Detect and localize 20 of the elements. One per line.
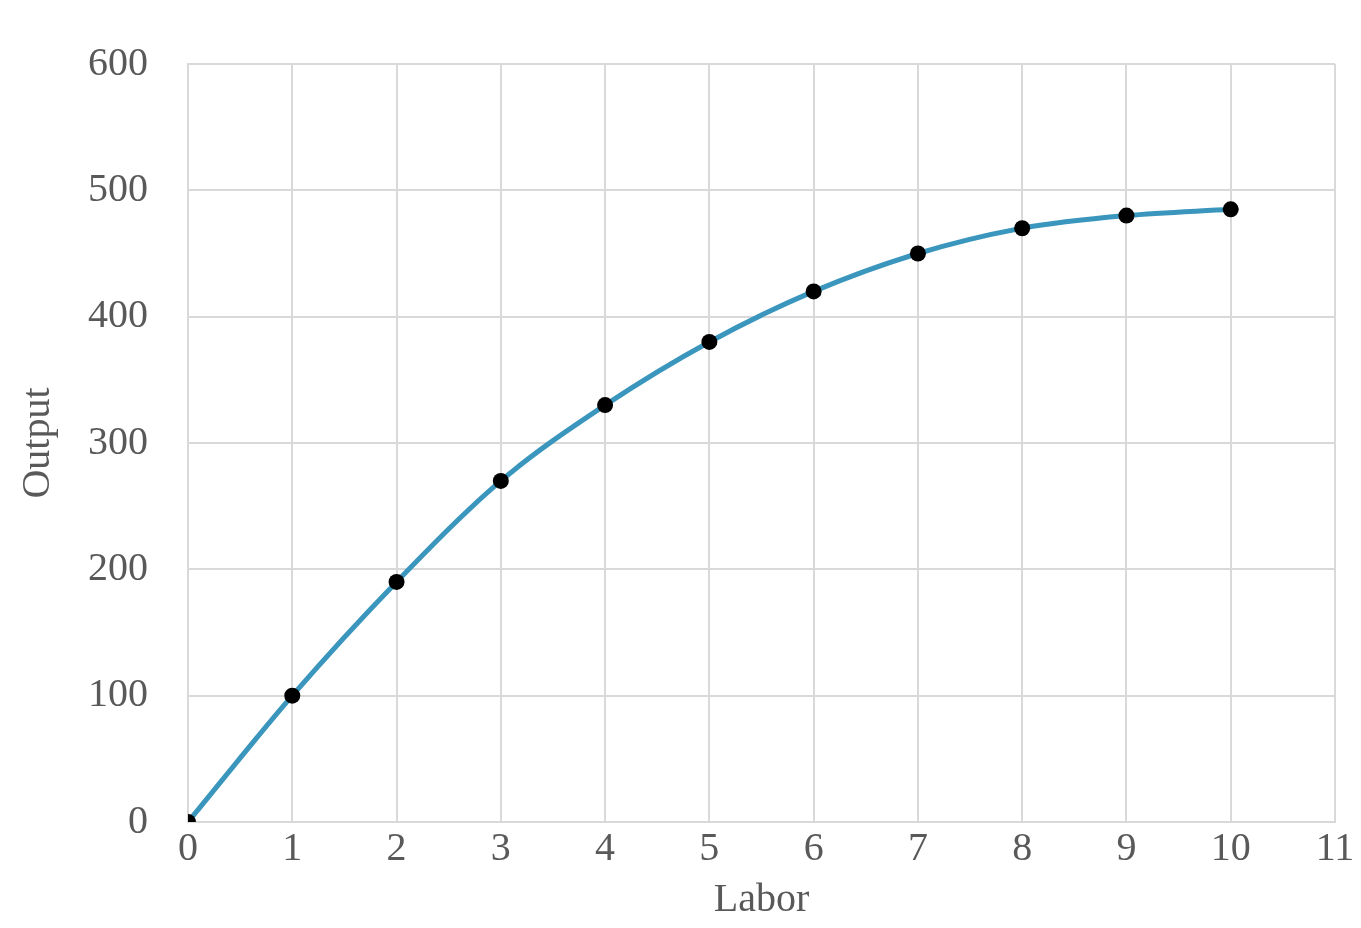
y-tick-label: 600	[88, 38, 148, 84]
y-axis-title: Output	[12, 387, 58, 499]
x-tick-label: 4	[595, 823, 616, 869]
x-tick-label: 3	[490, 823, 511, 869]
x-tick-label: 0	[178, 823, 198, 869]
x-axis-title: Labor	[713, 874, 810, 920]
y-tick-label: 300	[88, 417, 148, 463]
x-tick-label: 10	[1210, 823, 1251, 869]
x-tick-label: 7	[907, 823, 928, 869]
y-tick-label: 200	[88, 543, 148, 589]
x-tick-label: 9	[1116, 823, 1137, 869]
x-tick-label: 6	[803, 823, 824, 869]
y-tick-label: 400	[88, 291, 148, 337]
x-tick-label: 11	[1315, 823, 1355, 869]
y-tick-label: 100	[88, 670, 148, 716]
x-tick-label: 1	[282, 823, 303, 869]
x-tick-label: 5	[699, 823, 720, 869]
x-tick-label: 2	[386, 823, 407, 869]
x-tick-label: 8	[1012, 823, 1033, 869]
y-tick-label: 500	[88, 164, 148, 210]
